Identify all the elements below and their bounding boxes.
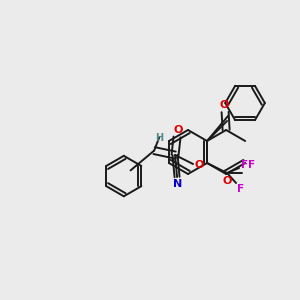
- Text: F: F: [238, 184, 244, 194]
- Text: O: O: [219, 100, 229, 110]
- Text: C: C: [173, 157, 179, 166]
- Text: F: F: [248, 160, 256, 170]
- Text: O: O: [222, 176, 232, 186]
- Text: O: O: [194, 160, 204, 170]
- Text: F: F: [242, 160, 249, 170]
- Text: O: O: [173, 125, 183, 135]
- Text: H: H: [155, 133, 163, 142]
- Text: N: N: [173, 179, 183, 189]
